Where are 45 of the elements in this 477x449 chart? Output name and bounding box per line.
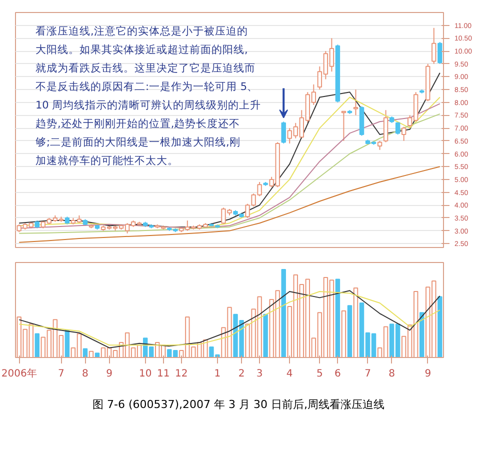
x-tick-label: 2 bbox=[238, 368, 245, 380]
annotation: 够;二是前面的大阳线是一根加速大阳线,刚 bbox=[36, 136, 240, 148]
candlestick bbox=[281, 121, 286, 144]
x-tick-label: 8 bbox=[82, 368, 88, 380]
x-tick-label: 12 bbox=[175, 368, 188, 380]
x-tick-label: 11 bbox=[157, 368, 170, 380]
bar bbox=[347, 305, 352, 358]
x-tick-label: 4 bbox=[286, 368, 293, 380]
bar bbox=[438, 296, 442, 358]
candlestick bbox=[383, 110, 388, 143]
candlestick bbox=[395, 121, 400, 135]
candlestick bbox=[438, 42, 442, 64]
bar bbox=[353, 288, 358, 358]
bar bbox=[94, 352, 100, 358]
bar bbox=[82, 348, 88, 358]
candlestick bbox=[432, 27, 436, 64]
line-series bbox=[18, 72, 440, 228]
x-tick-label: 9 bbox=[106, 368, 112, 380]
bar bbox=[281, 269, 286, 358]
x-tick-label: 10 bbox=[138, 368, 152, 380]
bar bbox=[263, 314, 268, 358]
x-tick-label: 7 bbox=[58, 368, 64, 380]
x-tick-label: 2006年 bbox=[1, 368, 37, 380]
annotation: 趋势,还处于刚刚开始的位置,趋势长度还不 bbox=[36, 117, 240, 130]
annotation: 不是反击线的原因有二:一是作为一轮可用 5、 bbox=[36, 80, 258, 93]
candlestick bbox=[401, 126, 406, 142]
candlestick bbox=[353, 89, 358, 116]
annotation: 10 周均线指示的清晰可辨认的周线级别的上升 bbox=[36, 98, 262, 112]
annotation: 加速就停车的可能性不太大。 bbox=[36, 154, 178, 167]
bar bbox=[34, 333, 40, 358]
x-tick-label: 5 bbox=[316, 368, 323, 380]
bar bbox=[335, 278, 340, 358]
annotation: 大阳线。如果其实体接近或超过前面的阳线, bbox=[36, 43, 248, 56]
bar bbox=[341, 310, 346, 358]
x-tick-label: 3 bbox=[256, 368, 263, 380]
x-tick-label: 7 bbox=[364, 368, 371, 380]
x-tick-label: 6 bbox=[334, 368, 341, 380]
caption: 图 7-6 (600537),2007 年 3 月 30 日前后,周线看涨压迫线 bbox=[92, 397, 386, 413]
candlestick bbox=[341, 110, 346, 142]
x-tick-label: 1 bbox=[214, 368, 221, 380]
annotation: 看涨压迫线,注意它的实体总是小于被压迫的 bbox=[36, 24, 248, 38]
annotation: 就成为看跌反击线。这里决定了它是压迫线而 bbox=[36, 62, 256, 74]
line-series bbox=[18, 166, 440, 243]
x-tick-label: 8 bbox=[388, 368, 395, 380]
x-tick-label: 9 bbox=[424, 368, 432, 380]
